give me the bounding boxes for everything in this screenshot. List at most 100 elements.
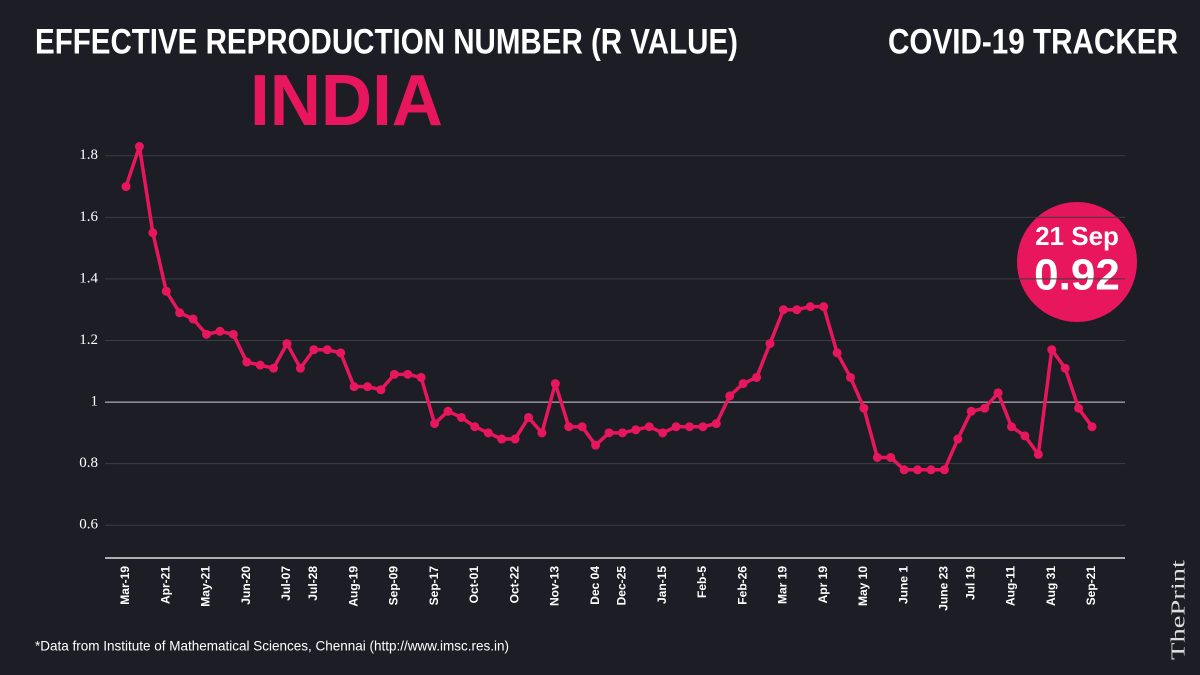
data-point — [604, 428, 614, 438]
data-point — [778, 305, 788, 315]
data-point — [617, 428, 627, 438]
data-point — [1087, 422, 1097, 432]
x-tick-label: Sep-21 — [1084, 566, 1098, 606]
source-note: *Data from Institute of Mathematical Sci… — [35, 638, 509, 654]
annotation-value: 0.92 — [1034, 251, 1120, 300]
annotation-badge — [1017, 202, 1137, 322]
x-tick-label: Oct-22 — [507, 566, 521, 604]
x-tick-label: May-21 — [199, 566, 213, 607]
chart-subtitle: INDIA — [250, 61, 443, 141]
data-point — [188, 314, 198, 324]
x-tick-label: Aug-11 — [1004, 566, 1018, 606]
data-point — [899, 465, 909, 475]
data-point — [577, 422, 587, 432]
data-point — [148, 228, 158, 238]
data-point — [832, 348, 842, 358]
data-point — [564, 422, 574, 432]
data-point — [537, 428, 547, 438]
data-point — [510, 434, 520, 444]
data-point — [550, 379, 560, 389]
y-tick-label: 1.8 — [79, 147, 98, 163]
data-point — [242, 357, 252, 367]
data-point — [685, 422, 694, 432]
data-point — [202, 329, 211, 339]
data-point — [792, 305, 802, 315]
y-tick-label: 1.2 — [79, 332, 98, 348]
x-tick-label: Feb-5 — [695, 566, 709, 598]
data-point — [363, 382, 372, 392]
data-point — [336, 348, 346, 358]
data-point — [926, 465, 936, 475]
data-point — [175, 308, 185, 318]
data-point — [980, 403, 990, 413]
x-tick-label: Jul-28 — [306, 566, 320, 601]
x-tick-label: Nov-13 — [548, 566, 562, 606]
x-tick-label: Aug 31 — [1044, 566, 1058, 606]
data-point — [725, 391, 735, 401]
data-point — [591, 440, 601, 450]
data-point — [752, 372, 762, 382]
data-point — [1047, 345, 1057, 355]
data-point — [255, 360, 265, 370]
data-point — [765, 339, 775, 349]
data-point — [1074, 403, 1084, 413]
data-point — [913, 465, 923, 475]
data-point — [698, 422, 708, 432]
brand-logo: ThePrint — [1168, 559, 1190, 660]
x-tick-label: Sep-09 — [387, 566, 401, 606]
data-point — [524, 412, 533, 422]
data-point — [121, 182, 131, 192]
data-point — [671, 422, 681, 432]
data-point — [403, 369, 413, 379]
x-tick-label: Apr-21 — [158, 566, 172, 604]
data-point — [497, 434, 507, 444]
x-tick-label: Aug-19 — [346, 566, 360, 607]
annotation-date: 21 Sep — [1035, 221, 1119, 251]
x-tick-label: Jul-07 — [279, 566, 293, 601]
x-tick-label: June 23 — [937, 566, 951, 611]
x-tick-label: Apr 19 — [816, 566, 830, 604]
x-tick-label: Mar 19 — [776, 566, 790, 604]
y-tick-label: 1.4 — [79, 270, 98, 286]
data-point — [966, 406, 976, 416]
x-tick-label: May 10 — [856, 566, 870, 606]
data-point — [430, 419, 440, 429]
x-tick-label: Dec-25 — [615, 566, 629, 606]
data-point — [859, 403, 869, 413]
x-tick-label: Oct-01 — [467, 566, 481, 604]
data-point — [376, 385, 386, 395]
x-tick-label: Jan-15 — [655, 566, 669, 604]
data-point — [282, 339, 292, 349]
x-tick-label: Jun-20 — [239, 566, 253, 605]
data-point — [416, 372, 426, 382]
data-point — [1033, 449, 1043, 459]
data-point — [819, 302, 829, 312]
chart-title: EFFECTIVE REPRODUCTION NUMBER (R VALUE) — [35, 22, 738, 61]
data-point — [631, 425, 641, 435]
data-point — [483, 428, 493, 438]
data-point — [846, 372, 855, 382]
y-tick-label: 0.8 — [79, 455, 98, 471]
data-point — [295, 363, 305, 373]
data-point — [644, 422, 654, 432]
data-point — [389, 369, 399, 379]
data-point — [738, 379, 748, 389]
data-point — [993, 388, 1003, 398]
data-point — [872, 452, 882, 462]
data-point — [711, 419, 721, 429]
data-point — [1007, 422, 1016, 432]
data-point — [322, 345, 332, 355]
x-tick-label: Jul 19 — [963, 566, 977, 600]
data-point — [470, 422, 480, 432]
x-tick-label: Sep-17 — [427, 566, 441, 606]
y-tick-label: 1.6 — [79, 209, 98, 225]
data-point — [215, 326, 225, 336]
x-tick-label: Dec 04 — [588, 566, 602, 605]
y-tick-label: 1 — [91, 394, 99, 410]
data-point — [939, 465, 949, 475]
data-point — [309, 345, 319, 355]
data-point — [456, 412, 466, 422]
data-point — [953, 434, 963, 444]
data-point — [161, 286, 171, 296]
